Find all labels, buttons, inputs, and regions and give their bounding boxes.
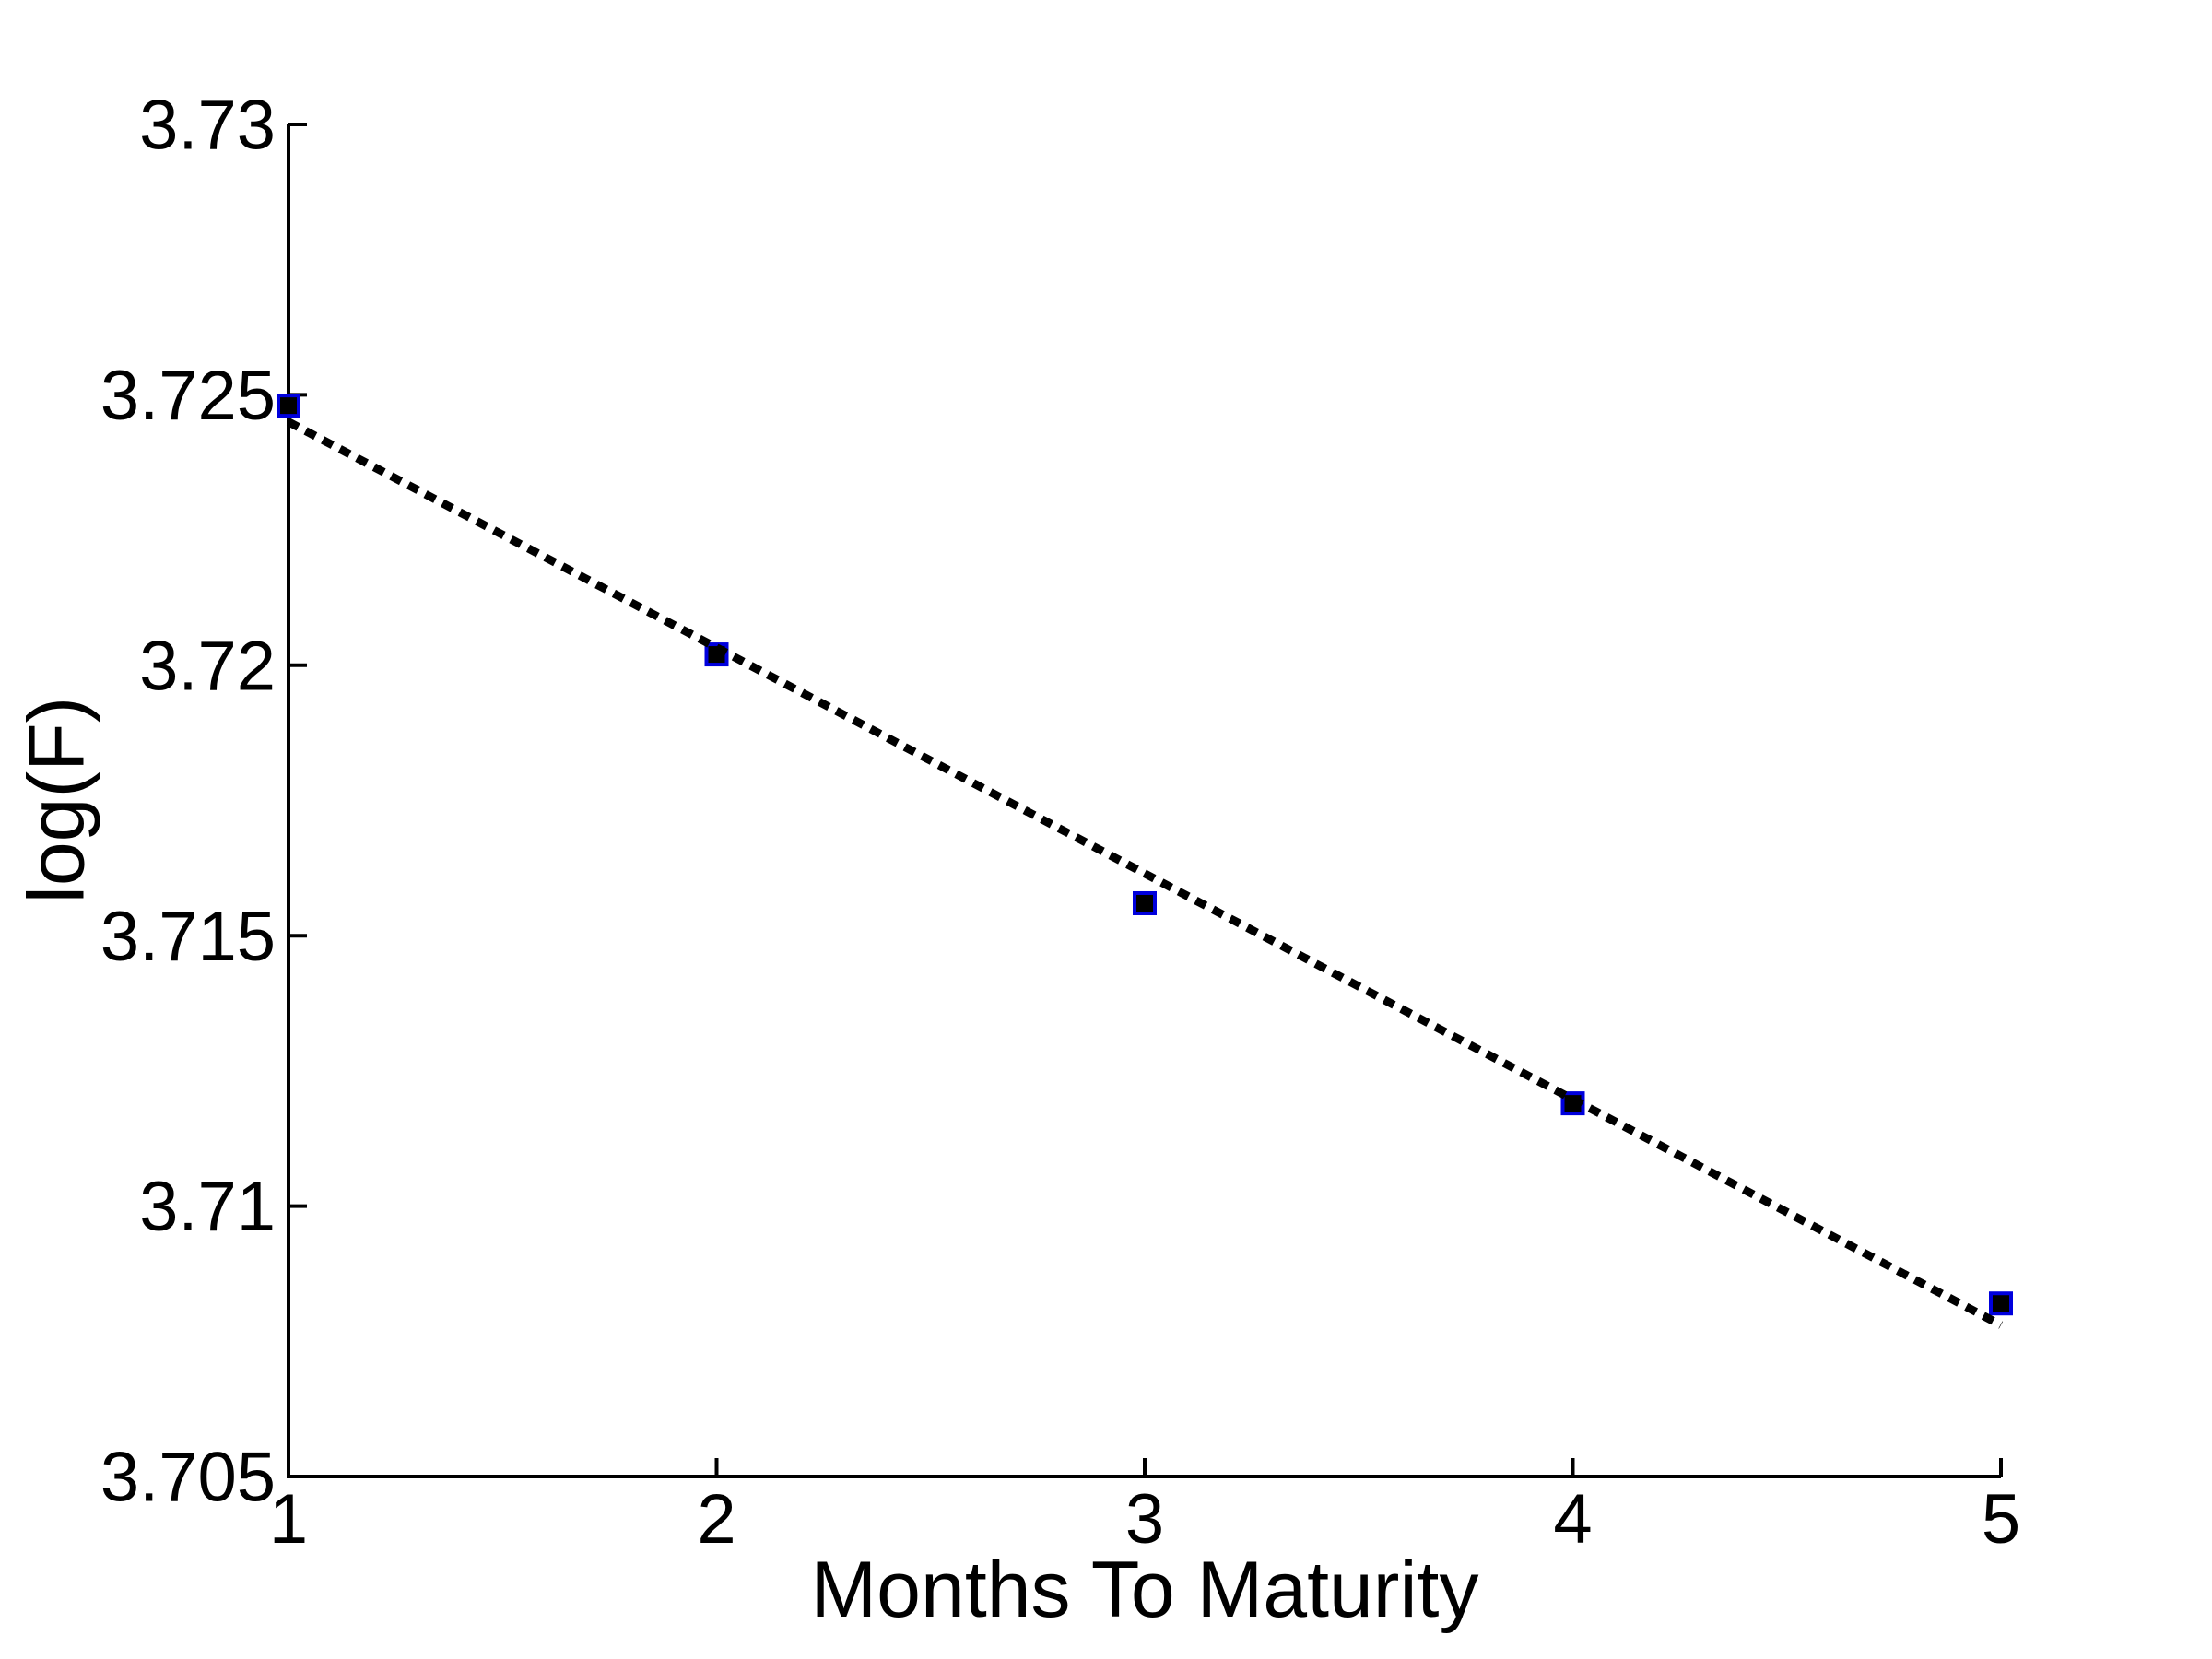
y-tick-label: 3.73	[139, 87, 276, 165]
x-tick-label: 3	[1125, 1480, 1164, 1559]
axis-lines	[287, 124, 2001, 1478]
y-tick-label: 3.715	[100, 898, 276, 976]
y-tick-label: 3.71	[139, 1168, 276, 1246]
x-axis-label: Months To Maturity	[810, 1546, 1479, 1634]
y-tick-label: 3.725	[100, 357, 276, 435]
data-point-marker	[1133, 890, 1157, 915]
x-tick-label: 1	[269, 1480, 308, 1559]
data-point-marker	[276, 394, 300, 418]
y-tick-label: 3.72	[139, 627, 276, 705]
x-tick-label: 5	[1982, 1480, 2020, 1559]
data-point-marker	[1989, 1291, 2013, 1316]
x-tick-label: 4	[1553, 1480, 1592, 1559]
y-tick-label: 3.705	[100, 1439, 276, 1517]
y-axis-label: log(F)	[12, 696, 101, 904]
x-tick-label: 2	[697, 1480, 735, 1559]
fit-line	[286, 418, 2004, 1329]
